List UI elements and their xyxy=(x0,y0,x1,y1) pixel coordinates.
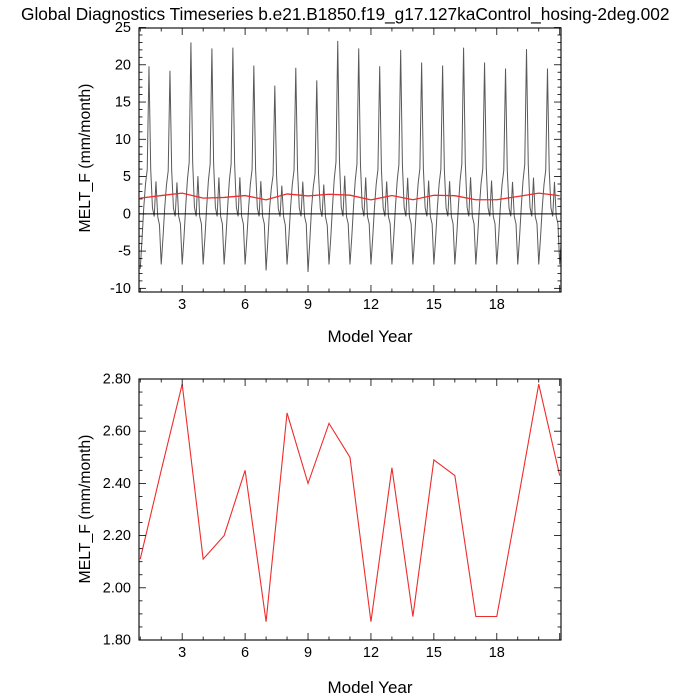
svg-text:2.20: 2.20 xyxy=(103,528,131,544)
svg-text:Model Year: Model Year xyxy=(327,678,412,697)
svg-text:20: 20 xyxy=(115,57,131,73)
svg-text:25: 25 xyxy=(115,20,131,36)
svg-text:9: 9 xyxy=(304,645,312,661)
svg-text:15: 15 xyxy=(426,297,442,313)
svg-text:9: 9 xyxy=(304,297,312,313)
svg-text:10: 10 xyxy=(115,132,131,148)
svg-text:6: 6 xyxy=(241,645,249,661)
svg-text:-10: -10 xyxy=(110,281,131,297)
svg-text:15: 15 xyxy=(426,645,442,661)
svg-text:MELT_F (mm/month): MELT_F (mm/month) xyxy=(77,84,94,233)
svg-text:3: 3 xyxy=(178,297,186,313)
svg-text:6: 6 xyxy=(241,297,249,313)
svg-text:Model Year: Model Year xyxy=(327,327,412,346)
svg-text:5: 5 xyxy=(123,169,131,185)
svg-text:MELT_F (mm/month): MELT_F (mm/month) xyxy=(77,435,94,584)
svg-text:18: 18 xyxy=(489,297,505,313)
svg-text:0: 0 xyxy=(123,206,131,222)
svg-text:2.00: 2.00 xyxy=(103,580,131,596)
svg-text:12: 12 xyxy=(363,297,379,313)
svg-text:1.80: 1.80 xyxy=(103,633,131,649)
svg-text:2.40: 2.40 xyxy=(103,476,131,492)
svg-text:2.60: 2.60 xyxy=(103,424,131,440)
svg-text:-5: -5 xyxy=(118,244,131,260)
svg-text:18: 18 xyxy=(489,645,505,661)
svg-text:12: 12 xyxy=(363,645,379,661)
svg-text:3: 3 xyxy=(178,645,186,661)
svg-text:15: 15 xyxy=(115,95,131,111)
svg-text:2.80: 2.80 xyxy=(103,372,131,388)
